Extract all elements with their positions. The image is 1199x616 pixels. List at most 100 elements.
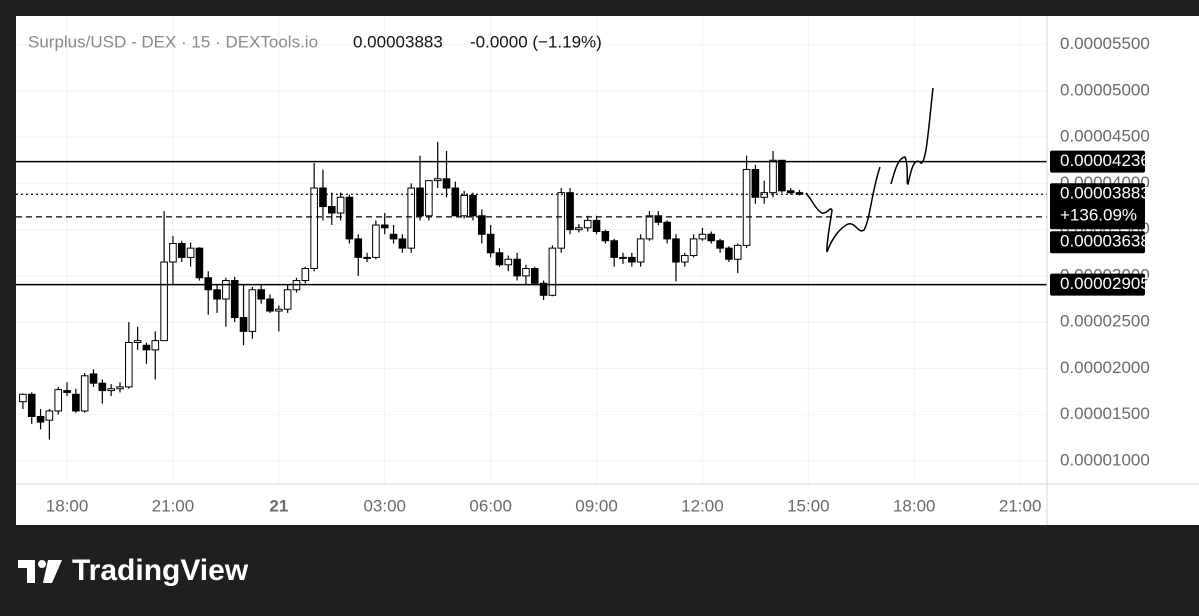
x-tick-label: 21	[269, 496, 288, 515]
price-label-box	[1050, 150, 1145, 173]
price-label-box	[1050, 183, 1145, 230]
candle-body	[778, 159, 786, 192]
candle-body	[583, 219, 592, 229]
candle-body	[257, 289, 265, 300]
y-tick-label: 0.00002000	[1060, 358, 1150, 377]
candle-body	[645, 215, 654, 240]
candle-body	[478, 215, 486, 235]
candle-body	[707, 233, 716, 242]
price-label: 0.00004236	[1060, 151, 1150, 170]
hand-drawn-projection	[805, 87, 934, 253]
candle-body	[363, 256, 371, 259]
logo-mark	[43, 560, 62, 583]
candle-body	[98, 382, 107, 392]
candle-body	[486, 233, 495, 254]
candle-body	[45, 410, 54, 421]
candle-body	[213, 289, 221, 300]
x-tick-label: 15:00	[787, 496, 830, 515]
candle-body	[398, 238, 407, 249]
candle-body	[548, 247, 557, 296]
candle-body	[230, 280, 239, 319]
header-change: -0.0000 (−1.19%)	[470, 32, 602, 51]
candle-body	[795, 192, 804, 195]
candle-body	[345, 196, 354, 240]
candle-body	[610, 240, 618, 258]
candle-body	[733, 244, 742, 260]
y-tick-label: 0.00001000	[1060, 450, 1150, 469]
candle-body	[266, 298, 274, 312]
candle-body	[698, 233, 707, 240]
candle-body	[336, 196, 345, 214]
candle-body	[460, 194, 468, 217]
candle-body	[495, 252, 504, 266]
candle-body	[275, 308, 283, 312]
candle-body	[557, 192, 566, 249]
candle-body	[310, 187, 318, 269]
candle-body	[689, 238, 698, 257]
candle-body	[442, 178, 451, 189]
logo-mark	[18, 560, 35, 583]
candle-body	[116, 386, 124, 390]
candle-body	[425, 180, 433, 217]
candle-body	[27, 393, 36, 417]
price-change-label: +136.09%	[1060, 206, 1137, 225]
x-tick-label: 09:00	[575, 496, 618, 515]
candle-body	[239, 317, 248, 332]
candle-body	[222, 280, 230, 300]
candle-body	[72, 393, 80, 412]
candle-body	[151, 340, 160, 351]
candle-body	[380, 224, 389, 229]
x-tick-label: 03:00	[363, 496, 406, 515]
candle-body	[654, 215, 663, 223]
candle-body	[539, 282, 548, 296]
candle-body	[716, 240, 724, 249]
candle-body	[125, 341, 133, 388]
candle-body	[636, 238, 645, 263]
candle-body	[160, 261, 168, 342]
x-tick-label: 18:00	[893, 496, 936, 515]
price-label: 0.00002905	[1060, 274, 1150, 293]
candle-body	[619, 256, 627, 259]
candle-body	[530, 267, 539, 284]
y-tick-label: 0.00004500	[1060, 127, 1150, 146]
y-tick-label: 0.00001500	[1060, 404, 1150, 423]
candle-body	[354, 238, 363, 258]
chart-panel	[16, 16, 1199, 525]
candle-body	[592, 219, 601, 233]
candle-body	[389, 233, 398, 240]
candle-body	[80, 375, 89, 412]
header-price: 0.00003883	[353, 32, 443, 51]
candle-body	[319, 187, 327, 208]
candle-body	[372, 224, 380, 258]
candle-body	[433, 178, 442, 182]
logo-mark	[38, 560, 46, 568]
candle-body	[469, 194, 477, 217]
candle-body	[195, 247, 204, 279]
candle-body	[301, 267, 310, 282]
y-tick-label: 0.00005500	[1060, 34, 1150, 53]
candle-body	[36, 415, 45, 423]
candle-body	[769, 159, 777, 194]
price-label-box	[1050, 231, 1145, 254]
candle-body	[566, 192, 574, 231]
candle-body	[248, 289, 257, 332]
candle-body	[663, 221, 671, 240]
candle-body	[133, 340, 142, 343]
candle-body	[107, 388, 115, 392]
candle-body	[742, 169, 751, 246]
candle-body	[204, 277, 213, 291]
chart-title: Surplus/USD - DEX · 15 · DEXTools.io	[28, 32, 318, 51]
candle-body	[54, 389, 63, 412]
candle-body	[575, 227, 583, 231]
candles	[19, 141, 804, 440]
candle-body	[327, 206, 336, 214]
candle-body	[177, 243, 186, 258]
brand-name: TradingView	[72, 554, 249, 587]
candle-body	[725, 247, 733, 260]
y-tick-label: 0.00005000	[1060, 80, 1150, 99]
candle-body	[760, 192, 769, 198]
candle-body	[680, 255, 689, 263]
y-tick-label: 0.00002500	[1060, 312, 1150, 331]
candle-body	[786, 190, 795, 194]
